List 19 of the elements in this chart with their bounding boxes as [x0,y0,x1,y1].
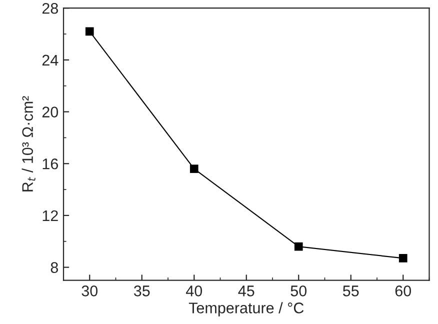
x-tick-label: 50 [290,286,307,296]
y-axis-title: R$_{t}$ / 10³ Ω·cm² [22,96,36,192]
x-tick-label: 60 [395,286,412,296]
y-tick-label: 12 [42,210,58,221]
x-axis-title: Temperature / °C [188,302,304,316]
point [398,254,408,262]
x-tick-label: 55 [342,286,359,296]
y-tick-label: 20 [42,106,58,118]
y-tick-label: 28 [42,2,58,14]
y-tick-label: 16 [42,158,58,170]
point [190,164,198,173]
point [85,27,94,36]
x-tick-label: 45 [238,286,254,296]
x-tick-label: 35 [134,286,150,296]
y-tick-label: 24 [42,54,58,66]
x-tick-label: 40 [186,286,202,296]
y-tick-label: 8 [50,262,58,273]
point [294,242,303,251]
x-tick-label: 30 [82,286,98,296]
